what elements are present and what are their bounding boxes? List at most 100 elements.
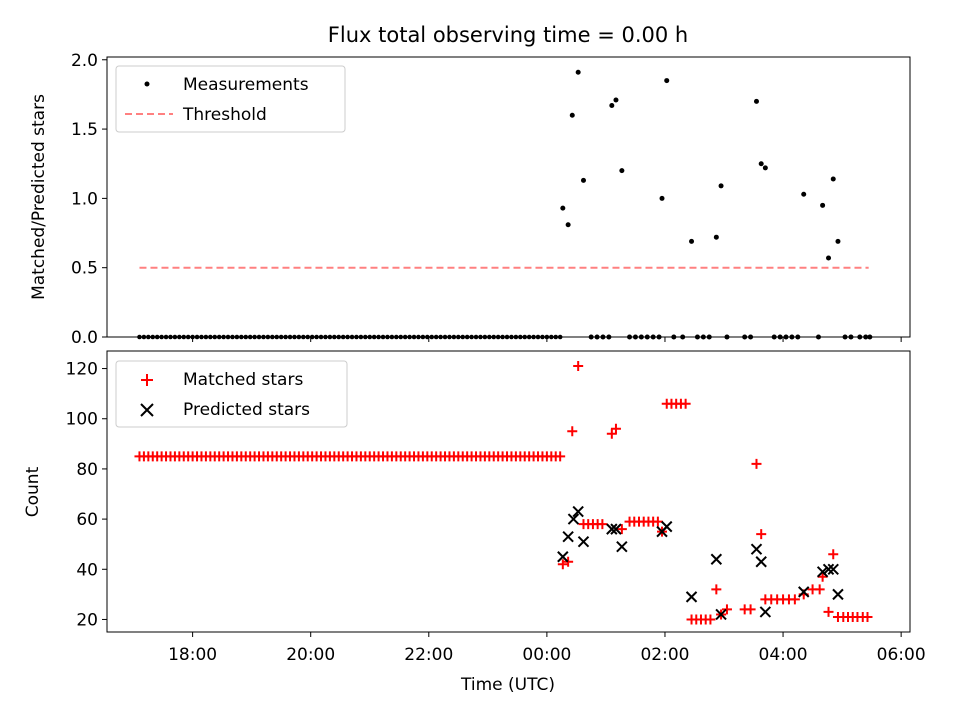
legend-matched-label: Matched stars xyxy=(183,370,303,390)
y-tick-label: 2.0 xyxy=(71,51,98,71)
measurement-point xyxy=(753,98,759,104)
matched-star-point xyxy=(652,516,663,527)
legend-matched-marker xyxy=(141,374,153,386)
measurement-point xyxy=(664,78,670,84)
top-legend-box xyxy=(115,65,346,133)
x-axis-label: Time (UTC) xyxy=(460,675,555,695)
matched-star-point xyxy=(789,594,800,605)
predicted-star-point xyxy=(827,563,839,575)
top-axes-frame xyxy=(106,56,911,338)
measurement-point xyxy=(826,255,832,261)
bottom-x-axis: 18:00 20:00 22:00 00:00 02:00 04:00 06:00 xyxy=(168,632,926,665)
matched-star-point xyxy=(711,584,722,595)
top-x-axis xyxy=(192,337,902,342)
predicted-star-point xyxy=(577,535,590,548)
x-tick-label: 06:00 xyxy=(877,645,926,665)
matched-star-point xyxy=(705,614,716,625)
matched-star-point xyxy=(573,361,584,372)
y-tick-label: 100 xyxy=(66,410,98,430)
x-tick-label: 18:00 xyxy=(168,645,217,665)
measurement-point xyxy=(830,176,836,182)
predicted-star-point xyxy=(661,520,673,533)
legend-measurements-marker xyxy=(144,81,150,87)
matched-star-point xyxy=(814,584,825,595)
legend-predicted-label: Predicted stars xyxy=(183,400,310,420)
top-y-axis: 0.0 0.5 1.0 1.5 2.0 xyxy=(71,51,107,348)
measurement-point xyxy=(575,69,581,75)
matched-star-point xyxy=(862,611,873,622)
bottom-y-axis-label: Count xyxy=(23,466,43,517)
matched-star-point xyxy=(555,451,566,462)
measurement-point xyxy=(713,234,719,240)
bottom-marks xyxy=(134,361,873,625)
predicted-star-point xyxy=(557,551,569,563)
measurement-point xyxy=(569,112,575,118)
top-panel: 0.00.51.01.52.0 Matched/Predicted stars … xyxy=(29,51,911,348)
y-tick-label: 0.0 xyxy=(71,328,98,348)
y-tick-label: 40 xyxy=(76,560,98,580)
predicted-star-point xyxy=(572,505,584,518)
predicted-star-point xyxy=(562,530,574,543)
matched-star-point xyxy=(680,398,691,409)
measurement-point xyxy=(560,205,566,211)
x-tick-label: 02:00 xyxy=(640,645,689,665)
matched-star-point xyxy=(567,426,578,437)
bottom-axes-frame xyxy=(106,350,911,633)
y-tick-label: 1.0 xyxy=(71,189,98,209)
predicted-star-point xyxy=(685,591,698,603)
measurement-point xyxy=(619,168,625,174)
predicted-star-point xyxy=(822,563,835,575)
top-legend: Measurements Threshold xyxy=(115,65,346,133)
measurement-point xyxy=(718,183,724,189)
top-y-axis-label: Matched/Predicted stars xyxy=(29,94,49,300)
matched-star-point xyxy=(745,604,756,615)
bottom-legend: Matched stars Predicted stars xyxy=(115,360,348,428)
measurement-point xyxy=(762,165,768,171)
matched-star-point xyxy=(606,428,617,439)
measurement-point xyxy=(609,103,615,109)
predicted-star-point xyxy=(755,556,767,568)
matched-star-point xyxy=(597,519,608,530)
y-tick-label: 80 xyxy=(76,460,98,480)
x-tick-label: 22:00 xyxy=(404,645,453,665)
predicted-star-point xyxy=(616,540,628,553)
predicted-star-point xyxy=(832,588,844,601)
matched-star-point xyxy=(721,604,732,615)
measurement-point xyxy=(820,202,826,208)
bottom-panel: 20 40 60 80 100 120 18:00 20:00 22:00 00:00 02:00… xyxy=(23,350,926,695)
matched-star-point xyxy=(817,571,828,582)
matched-star-point xyxy=(828,549,839,560)
predicted-star-point xyxy=(715,608,727,621)
measurement-point xyxy=(835,238,841,244)
y-tick-label: 60 xyxy=(76,510,98,530)
legend-threshold-label: Threshold xyxy=(182,105,267,125)
x-tick-label: 00:00 xyxy=(522,645,571,665)
measurement-point xyxy=(580,177,586,183)
matched-star-point xyxy=(557,559,568,570)
matched-star-point xyxy=(563,556,574,567)
measurement-point xyxy=(801,191,807,197)
predicted-star-point xyxy=(750,543,763,555)
bottom-legend-box xyxy=(115,360,348,428)
y-tick-label: 0.5 xyxy=(71,259,98,279)
predicted-star-point xyxy=(816,566,829,578)
bottom-y-axis: 20 40 60 80 100 120 xyxy=(66,360,107,630)
predicted-star-point xyxy=(606,523,618,535)
predicted-star-point xyxy=(798,586,810,598)
y-tick-label: 1.5 xyxy=(71,120,98,140)
x-tick-label: 04:00 xyxy=(759,645,808,665)
matched-star-point xyxy=(616,524,627,535)
y-tick-label: 120 xyxy=(66,360,98,380)
measurement-point xyxy=(689,238,695,244)
legend-predicted-marker xyxy=(140,403,154,417)
matched-star-point xyxy=(751,458,762,469)
legend-measurements-label: Measurements xyxy=(183,75,309,95)
predicted-star-point xyxy=(759,606,772,618)
predicted-star-point xyxy=(567,513,580,525)
matched-star-point xyxy=(823,606,834,617)
measurement-point xyxy=(758,161,764,167)
measurement-point xyxy=(659,195,665,201)
measurement-point xyxy=(613,97,619,103)
measurement-point xyxy=(565,222,571,228)
